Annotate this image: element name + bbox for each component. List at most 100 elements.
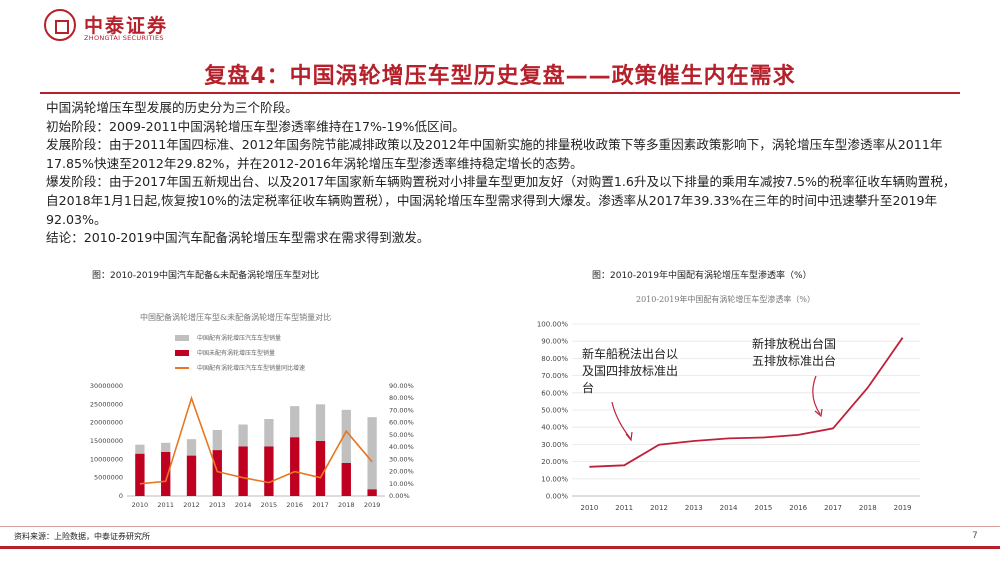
legend-swatch-equipped [175,334,189,341]
bar-not-equipped [264,446,274,496]
body-line-explosion: 爆发阶段：由于2017年国五新规出台、以及2017年国家新车辆购置税对小排量车型… [46,174,956,227]
body-line-conclusion: 结论：2010-2019中国汽车配备涡轮增压车型需求在需求得到激发。 [46,230,430,246]
right-y-tick-label: 80.00% [389,394,414,402]
x-tick-label: 2013 [685,504,703,512]
bar-not-equipped [238,446,248,496]
x-tick-label: 2012 [183,501,200,509]
y-tick-label: 80.00% [541,355,568,363]
bar-not-equipped [161,452,171,496]
legend-item-equipped: 中国配有涡轮增压汽车车型销量 [175,333,305,342]
annotation-1-line: 及国四排放标准出 [582,363,678,378]
left-chart-title: 中国配备涡轮增压车型&未配备涡轮增压车型销量对比 [140,313,332,322]
penetration-line [589,337,904,468]
legend-label-equipped: 中国配有涡轮增压汽车车型销量 [197,335,282,342]
x-tick-label: 2016 [286,501,303,509]
y-tick-label: 20.00% [541,458,568,466]
x-tick-label: 2014 [235,501,252,509]
x-tick-label: 2015 [261,501,278,509]
bar-equipped [367,417,377,496]
bar-not-equipped [367,489,377,496]
right-line-chart: 0.00% 10.00% 20.00% 30.00% 40.00% 50.00% 60.00… [537,321,920,512]
right-figure-caption: 图：2010-2019年中国配有涡轮增压车型渗透率（%） [592,271,812,281]
y-tick-label: 70.00% [541,372,568,380]
bar-not-equipped [186,455,197,496]
source-note: 资料来源：上险数据，中泰证券研究所 [14,532,150,541]
legend-label-not-equipped: 中国未配有涡轮增压车型销量 [197,350,276,357]
annotation-2-arrow [812,375,821,415]
legend-swatch-growth [175,366,189,369]
title-divider [40,92,960,94]
annotation-1-arrow [611,401,631,439]
legend-label-growth: 中国配有涡轮增压汽车车型销量同比增速 [197,365,306,372]
right-y-tick-label: 30.00% [389,455,414,463]
body-line-intro: 中国涡轮增压车型发展的历史分为三个阶段。 [46,100,298,115]
x-tick-label: 2017 [824,504,842,512]
right-y-tick-label: 70.00% [389,406,414,414]
y-tick-label: 10.00% [541,475,568,483]
bar-not-equipped [315,441,326,496]
bar-not-equipped [135,453,145,496]
right-y-tick-label: 60.00% [389,419,414,427]
y-tick-label: 100.00% [537,321,568,329]
legend-item-not-equipped: 中国未配有涡轮增压车型销量 [175,348,305,357]
right-y-tick-label: 50.00% [389,431,414,439]
brand-logo-icon [44,9,76,41]
brand-name-en: ZHONGTAI SECURITIES [84,34,164,42]
y-tick-label: 30.00% [541,441,568,449]
left-figure-caption: 图：2010-2019中国汽车配备&未配备涡轮增压车型对比 [92,271,320,281]
right-y-tick-label: 40.00% [389,443,414,451]
annotation-2-line: 五排放标准出台 [752,353,836,368]
right-y-tick-label: 10.00% [389,480,414,488]
left-y-tick-label: 20000000 [90,419,123,427]
y-tick-label: 0.00% [546,493,569,501]
x-tick-label: 2014 [720,504,738,512]
bar-equipped [341,409,351,496]
y-tick-label: 90.00% [541,338,568,346]
annotation-1-line: 台 [582,380,594,395]
bar-not-equipped [212,450,222,496]
x-tick-label: 2018 [859,504,877,512]
body-line-initial: 初始阶段：2009-2011中国涡轮增压车型渗透率维持在17%-19%低区间。 [46,118,465,134]
annotation-1-arrowhead [625,431,633,442]
y-tick-label: 50.00% [541,407,568,415]
left-y-tick-label: 10000000 [90,455,123,463]
growth-line [139,395,373,485]
right-chart-title: 2010-2019年中国配有涡轮增压车型渗透率（%） [636,295,816,304]
x-tick-label: 2010 [132,501,149,509]
x-tick-label: 2011 [157,501,174,509]
x-tick-label: 2019 [894,504,912,512]
y-tick-label: 40.00% [541,424,568,432]
legend-swatch-not-equipped [175,349,189,356]
bar-not-equipped [290,437,300,496]
left-y-tick-label: 0 [119,492,123,500]
right-y-tick-label: 90.00% [389,382,414,390]
x-tick-label: 2015 [754,504,772,512]
left-chart-legend: 中国配有涡轮增压汽车车型销量 中国未配有涡轮增压车型销量 中国配有涡轮增压汽车车… [175,333,305,372]
annotation-2-line: 新排放税出台国 [752,336,836,351]
x-tick-label: 2010 [580,504,598,512]
right-y-tick-label: 0.00% [389,492,410,500]
x-tick-label: 2019 [364,501,381,509]
left-y-tick-label: 15000000 [90,437,123,445]
left-y-tick-label: 25000000 [90,400,123,408]
body-text: 中国涡轮增压车型发展的历史分为三个阶段。 初始阶段：2009-2011中国涡轮增… [46,99,966,248]
x-tick-label: 2011 [615,504,633,512]
annotation-1-line: 新车船税法出台以 [582,346,678,361]
annotation-2-arrowhead [814,408,823,418]
slide-title: 复盘4：中国涡轮增压车型历史复盘——政策催生内在需求 [204,64,796,89]
x-tick-label: 2016 [789,504,807,512]
x-tick-label: 2013 [209,501,226,509]
left-y-tick-label: 5000000 [94,474,123,482]
bar-not-equipped [341,463,351,496]
footer-divider [0,526,1000,527]
y-tick-label: 60.00% [541,389,568,397]
right-y-tick-label: 20.00% [389,468,414,476]
legend-item-growth: 中国配有涡轮增压汽车车型销量同比增速 [175,363,305,372]
page-number: 7 [972,531,978,541]
left-y-tick-label: 30000000 [90,382,123,390]
x-tick-label: 2018 [338,501,355,509]
left-combo-chart: 0 5000000 10000000 15000000 20000000 25000000… [90,382,414,509]
footer-bar [0,546,1000,549]
x-tick-label: 2017 [312,501,329,509]
body-line-development: 发展阶段：由于2011年国四标准、2012年国务院节能减排政策以及2012年中国… [46,137,943,171]
